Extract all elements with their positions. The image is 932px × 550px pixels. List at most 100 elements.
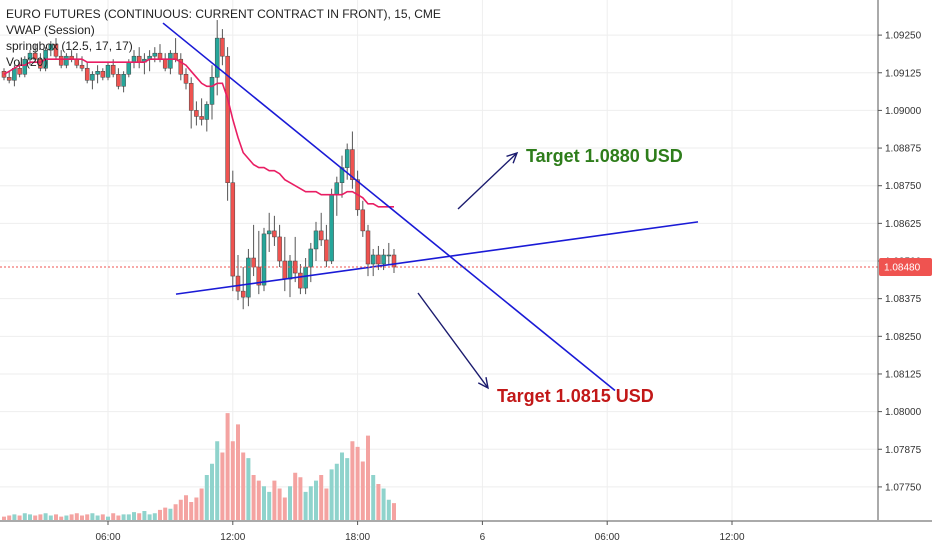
candle [204, 101, 210, 132]
candle [84, 62, 90, 84]
volume-bar [158, 509, 162, 520]
y-tick-label: 1.08625 [885, 219, 922, 230]
volume-bar [80, 515, 84, 520]
candle [381, 248, 386, 271]
volume-bar [204, 475, 209, 520]
legend-title: EURO FUTURES (CONTINUOUS: CURRENT CONTRA… [6, 7, 441, 21]
y-tick-label: 1.09125 [885, 68, 922, 79]
candle [272, 215, 277, 246]
rising-trendline[interactable] [175, 221, 699, 295]
candle-body [376, 254, 381, 265]
volume-bar [28, 514, 32, 520]
volume-bar [132, 512, 136, 520]
x-tick-label: 12:00 [719, 532, 744, 543]
arrow-up-shaft [457, 152, 518, 210]
trend-drawings[interactable] [162, 22, 699, 392]
volume-bar [64, 515, 69, 520]
y-tick-label: 1.07875 [885, 445, 922, 456]
candle-body [386, 254, 392, 257]
arrow-down[interactable] [417, 292, 489, 390]
candle-body [277, 236, 282, 262]
candle-body [209, 77, 215, 105]
candle-body [32, 52, 38, 60]
last-price-tag-label: 1.08480 [884, 263, 921, 274]
volume-bar [371, 475, 376, 520]
candle-body [391, 254, 397, 268]
volume-bar [298, 477, 303, 520]
volume-bar [142, 511, 147, 520]
y-tick-label: 1.08250 [885, 332, 922, 343]
candle [178, 53, 184, 81]
last-price-tag-bg [879, 258, 932, 277]
candle-body [22, 58, 28, 75]
volume-bar [220, 452, 225, 520]
legend-volume: Vol (20) [6, 55, 48, 69]
arrow-up-head [506, 151, 519, 164]
volume-bar [189, 502, 194, 520]
volume-bar [241, 452, 246, 520]
volume-bar [262, 486, 266, 520]
candle-body [64, 55, 69, 66]
volume-bar [111, 513, 116, 520]
volume-bar [355, 446, 360, 520]
volume-bar [319, 475, 324, 520]
x-tick-label: 06:00 [95, 532, 120, 543]
candle [95, 65, 100, 84]
candlesticks [1, 20, 397, 310]
volume-bar [381, 488, 386, 520]
candle [116, 68, 121, 90]
falling-trendline[interactable] [162, 22, 616, 392]
volume-bar [85, 514, 90, 520]
candle-body [6, 77, 12, 81]
candle [230, 170, 236, 292]
candle-body [100, 71, 106, 78]
volume-bar [277, 488, 282, 520]
candle [225, 47, 230, 201]
candle-body [272, 230, 277, 238]
candle [298, 264, 303, 295]
candle [313, 221, 319, 262]
x-tick-label: 18:00 [345, 532, 370, 543]
candle-body [246, 257, 251, 298]
candle-body [199, 116, 204, 120]
candle [251, 224, 256, 277]
candle-body [298, 272, 303, 289]
volume-bar [163, 507, 168, 520]
candle [282, 236, 288, 292]
candle-body [282, 260, 288, 280]
volume-bar [90, 513, 95, 520]
arrow-down-head [477, 377, 489, 390]
volume-bar [48, 515, 53, 520]
volume-bar [22, 513, 27, 520]
candle-body [152, 52, 158, 57]
time-axis[interactable]: 06:00 12:00 18:00 6 06:00 12:00 [95, 521, 745, 543]
volume-bar [152, 513, 157, 520]
volume-bar [225, 413, 230, 520]
price-axis[interactable]: 1.09250 1.09125 1.09000 1.08875 1.08750 1.086… [878, 31, 922, 494]
candle-body [90, 74, 95, 81]
volume-bar [69, 514, 74, 520]
y-tick-label: 1.08375 [885, 294, 922, 305]
volume-bar [334, 463, 339, 520]
candle-body [121, 74, 126, 87]
candle [350, 131, 355, 189]
arrow-up[interactable] [457, 151, 519, 210]
candle-body [116, 74, 121, 87]
volume-bar [230, 441, 235, 520]
candle [266, 212, 272, 252]
candle-body [225, 55, 230, 183]
volume-bars [2, 413, 396, 520]
candle-body [53, 43, 59, 57]
candle-body [256, 266, 262, 286]
candle [324, 224, 329, 268]
volume-bar [324, 488, 329, 520]
candle [90, 71, 95, 90]
volume-bar [43, 513, 48, 520]
candle-body [58, 55, 64, 66]
grid [0, 0, 878, 520]
candle-body [334, 182, 340, 195]
vwap-line [3, 58, 394, 208]
candle [105, 62, 111, 81]
